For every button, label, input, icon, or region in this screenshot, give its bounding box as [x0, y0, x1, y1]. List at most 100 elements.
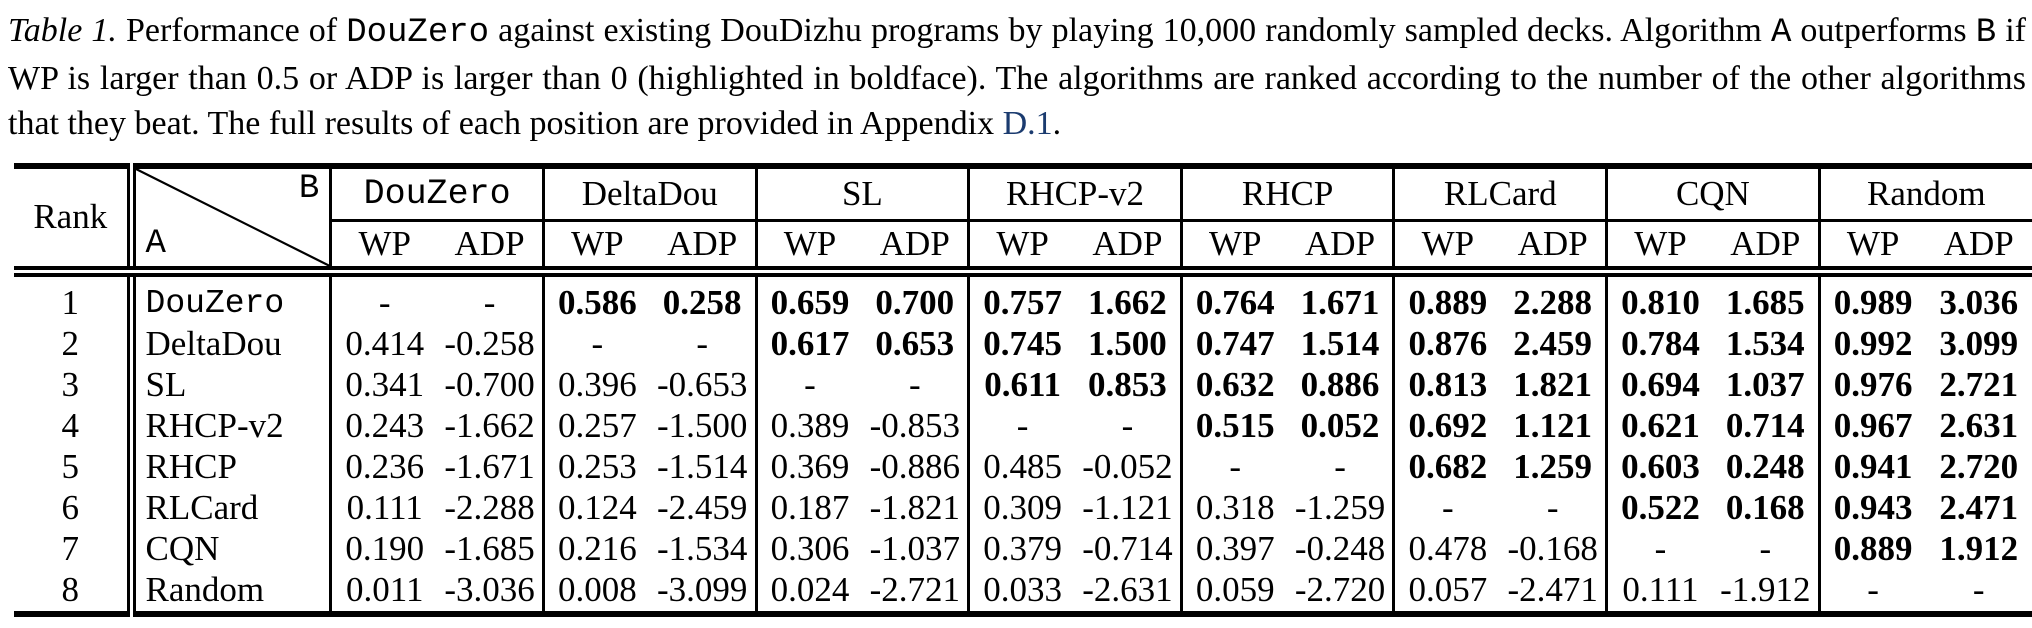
wp-value: - [1229, 447, 1242, 487]
algorithm-name: DouZero [131, 271, 333, 324]
wp-value: 0.747 [1195, 324, 1275, 364]
column-header-douzero: DouZero [330, 165, 545, 222]
wp-value: 0.236 [345, 447, 425, 487]
adp-value: -1.259 [1287, 487, 1396, 529]
table-caption: Table 1. Performance of DouZero against … [8, 8, 2026, 147]
adp-value: 1.912 [1939, 529, 2019, 569]
adp-value: -2.288 [437, 487, 545, 529]
adp-value: 0.853 [1075, 364, 1183, 406]
rank-cell: 3 [14, 364, 136, 406]
wp-value: 0.889 [1408, 283, 1488, 323]
wp-value: 0.941 [1833, 447, 1913, 487]
adp-value: -1.685 [437, 528, 545, 570]
wp-value: 0.187 [770, 488, 850, 528]
adp-value: 0.248 [1712, 446, 1821, 488]
adp-value: 1.121 [1500, 405, 1609, 447]
caption-segment: if WP is larger than 0.5 or ADP is large… [8, 12, 2026, 143]
adp-value: -0.258 [437, 323, 545, 365]
wp-value: 0.257 [557, 406, 637, 446]
appendix-link[interactable]: D.1 [1002, 105, 1053, 143]
wp-value: 0.515 [1195, 406, 1275, 446]
wp-value: 0.694 [1621, 365, 1700, 405]
metric-header-adp: ADP [1925, 220, 2032, 277]
adp-value: 2.631 [1939, 406, 2019, 446]
adp-value: 0.653 [862, 323, 971, 365]
wp-value: 0.889 [1833, 529, 1913, 569]
wp-value: 0.757 [983, 283, 1062, 323]
wp-value: 0.369 [770, 447, 850, 487]
wp-value: 0.243 [345, 406, 425, 446]
wp-value: 0.745 [983, 324, 1062, 364]
adp-value: 3.036 [1939, 283, 2019, 323]
metric-header-adp: ADP [1075, 220, 1183, 277]
adp-value: -1.037 [862, 528, 971, 570]
diagonal-line [136, 169, 330, 266]
wp-value: 0.659 [770, 283, 850, 323]
adp-value: -1.121 [1075, 487, 1183, 529]
adp-value: -0.248 [1287, 528, 1396, 570]
wp-value: 0.603 [1621, 447, 1700, 487]
metric-header-wp: WP [756, 220, 863, 277]
adp-value: -3.099 [649, 569, 758, 614]
algorithm-name: SL [131, 364, 333, 406]
adp-value: -2.471 [1500, 569, 1609, 614]
wp-value: - [1654, 529, 1667, 569]
wp-value: - [1867, 570, 1879, 610]
adp-value: -0.853 [862, 405, 971, 447]
results-table: Rank B A DouZero DeltaDou SL RHCP-v2 RHCP RLC… [14, 162, 2032, 617]
wp-value: 0.396 [557, 365, 637, 405]
rank-cell: 8 [14, 569, 136, 614]
adp-value: 2.459 [1500, 323, 1609, 365]
wp-value: 0.522 [1621, 488, 1700, 528]
column-header-rlcard: RLCard [1393, 165, 1609, 222]
metric-header-adp: ADP [1712, 220, 1821, 277]
metric-header-wp: WP [1606, 220, 1713, 277]
metric-header-wp: WP [1819, 220, 1926, 277]
wp-value: 0.379 [983, 529, 1062, 569]
adp-value: -1.662 [437, 405, 545, 447]
algorithm-name: RHCP [131, 446, 333, 488]
rank-cell: 6 [14, 487, 136, 529]
wp-value: 0.784 [1621, 324, 1700, 364]
adp-value: 1.821 [1500, 364, 1609, 406]
wp-value: 0.617 [770, 324, 850, 364]
wp-value: 0.008 [557, 570, 637, 610]
metric-header-wp: WP [1181, 220, 1288, 277]
adp-value: -0.700 [437, 364, 545, 406]
wp-value: 0.216 [557, 529, 637, 569]
adp-value: 0.700 [862, 271, 971, 324]
adp-value: -1.534 [649, 528, 758, 570]
wp-value: 0.967 [1833, 406, 1913, 446]
adp-value: -1.821 [862, 487, 971, 529]
wp-value: 0.611 [984, 365, 1062, 405]
wp-value: 0.478 [1408, 529, 1488, 569]
rank-cell: 7 [14, 528, 136, 570]
column-header-cqn: CQN [1606, 165, 1821, 222]
adp-value: -2.459 [649, 487, 758, 529]
wp-value: 0.389 [770, 406, 850, 446]
metric-header-wp: WP [543, 220, 650, 277]
adp-value: 0.886 [1287, 364, 1396, 406]
table-row-deltadou: 2 DeltaDou 0.414 -0.258- -0.617 0.653 0.745 1.5… [14, 323, 2032, 365]
caption-segment: DouZero [346, 14, 490, 52]
paper-table-figure: Table 1. Performance of DouZero against … [0, 8, 2032, 628]
table-row-rhcp: 5 RHCP 0.236 -1.671 0.253 -1.514 0.369 -0.886 0.… [14, 446, 2032, 488]
algorithm-name: RHCP-v2 [131, 405, 333, 447]
wp-value: 0.989 [1833, 283, 1913, 323]
wp-value: 0.124 [557, 488, 637, 528]
diagonal-header: B A [131, 165, 333, 277]
header-row-metrics: WP ADP WP ADP WP ADP WP ADP WP ADP WP ADP WP ADP WP ADP [14, 220, 2032, 277]
adp-value: 1.259 [1500, 446, 1609, 488]
algorithm-name: RLCard [131, 487, 333, 529]
diagonal-a-label: A [145, 224, 166, 263]
adp-value: -1.912 [1712, 569, 1821, 614]
metric-header-adp: ADP [862, 220, 971, 277]
column-header-rhcp-v2: RHCP-v2 [968, 165, 1183, 222]
wp-value: 0.813 [1408, 365, 1488, 405]
wp-value: 0.992 [1833, 324, 1913, 364]
wp-value: 0.341 [345, 365, 425, 405]
wp-value: 0.011 [346, 570, 424, 610]
adp-value: -0.168 [1500, 528, 1609, 570]
algorithm-name: DeltaDou [131, 323, 333, 365]
adp-value: -3.036 [437, 569, 545, 614]
